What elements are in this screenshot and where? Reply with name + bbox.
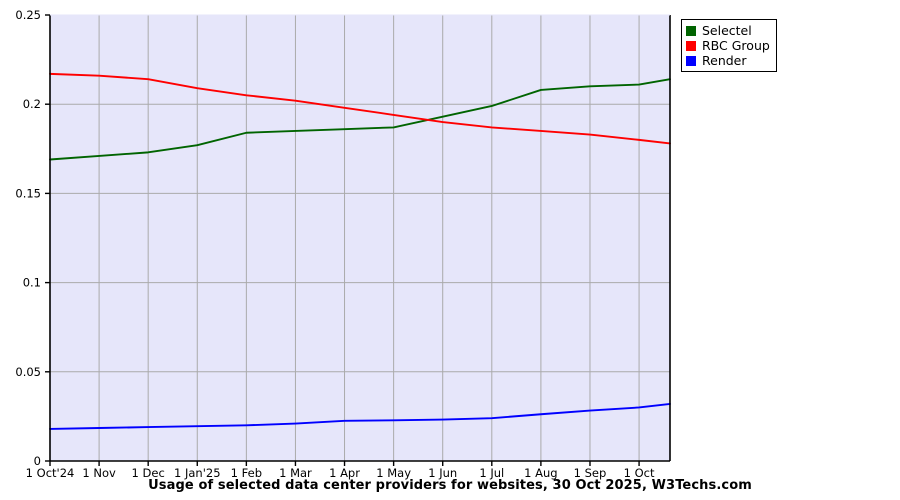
y-tick-label: 0 xyxy=(34,454,41,468)
legend-item-rbc-group[interactable]: RBC Group xyxy=(686,38,770,53)
axes-group xyxy=(49,14,671,462)
y-tick-label: 0.15 xyxy=(15,186,41,200)
x-tick-labels-group: 1 Oct'24 1 Nov 1 Dec 1 Jan'25 1 Feb 1 Mar 1 Ap… xyxy=(26,466,655,480)
x-tick-label: 1 Jan'25 xyxy=(174,466,221,480)
x-tick-label: 1 Jul xyxy=(479,466,504,480)
legend-swatch-render xyxy=(686,55,696,66)
x-tick-label: 1 Oct xyxy=(624,466,655,480)
y-tick-label: 0.2 xyxy=(23,97,41,111)
y-tick-label: 0.25 xyxy=(15,8,41,22)
series-line-rbc-group xyxy=(49,72,671,145)
chart-title: Usage of selected data center providers … xyxy=(148,478,752,493)
x-tick-label: 1 Dec xyxy=(132,466,165,480)
legend-label-rbc-group: RBC Group xyxy=(702,38,770,53)
legend-swatch-rbc-group xyxy=(686,40,696,51)
legend-swatch-selectel xyxy=(686,25,696,36)
x-tick-label: 1 Aug xyxy=(524,466,557,480)
legend-label-render: Render xyxy=(702,53,747,68)
y-tick-label: 0.1 xyxy=(23,276,41,290)
series-line-render xyxy=(49,402,671,430)
y-tick-label: 0.05 xyxy=(15,365,41,379)
legend: Selectel RBC Group Render xyxy=(681,19,777,72)
x-tick-label: 1 Nov xyxy=(82,466,116,480)
plot-background-group xyxy=(50,15,670,461)
data-series-group xyxy=(49,72,671,430)
x-tick-label: 1 Mar xyxy=(279,466,312,480)
legend-item-render[interactable]: Render xyxy=(686,53,770,68)
series-line-selectel xyxy=(49,78,671,161)
x-tick-label: 1 Apr xyxy=(329,466,360,480)
x-tick-label: 1 Sep xyxy=(574,466,607,480)
x-tick-label: 1 Jun xyxy=(428,466,457,480)
plot-background xyxy=(50,15,670,461)
y-tick-labels-group: 0 0.05 0.1 0.15 0.2 0.25 xyxy=(15,8,41,468)
legend-label-selectel: Selectel xyxy=(702,23,752,38)
legend-item-selectel[interactable]: Selectel xyxy=(686,23,770,38)
x-tick-label: 1 Feb xyxy=(231,466,262,480)
x-tick-label: 1 Oct'24 xyxy=(26,466,75,480)
x-tick-label: 1 May xyxy=(376,466,411,480)
